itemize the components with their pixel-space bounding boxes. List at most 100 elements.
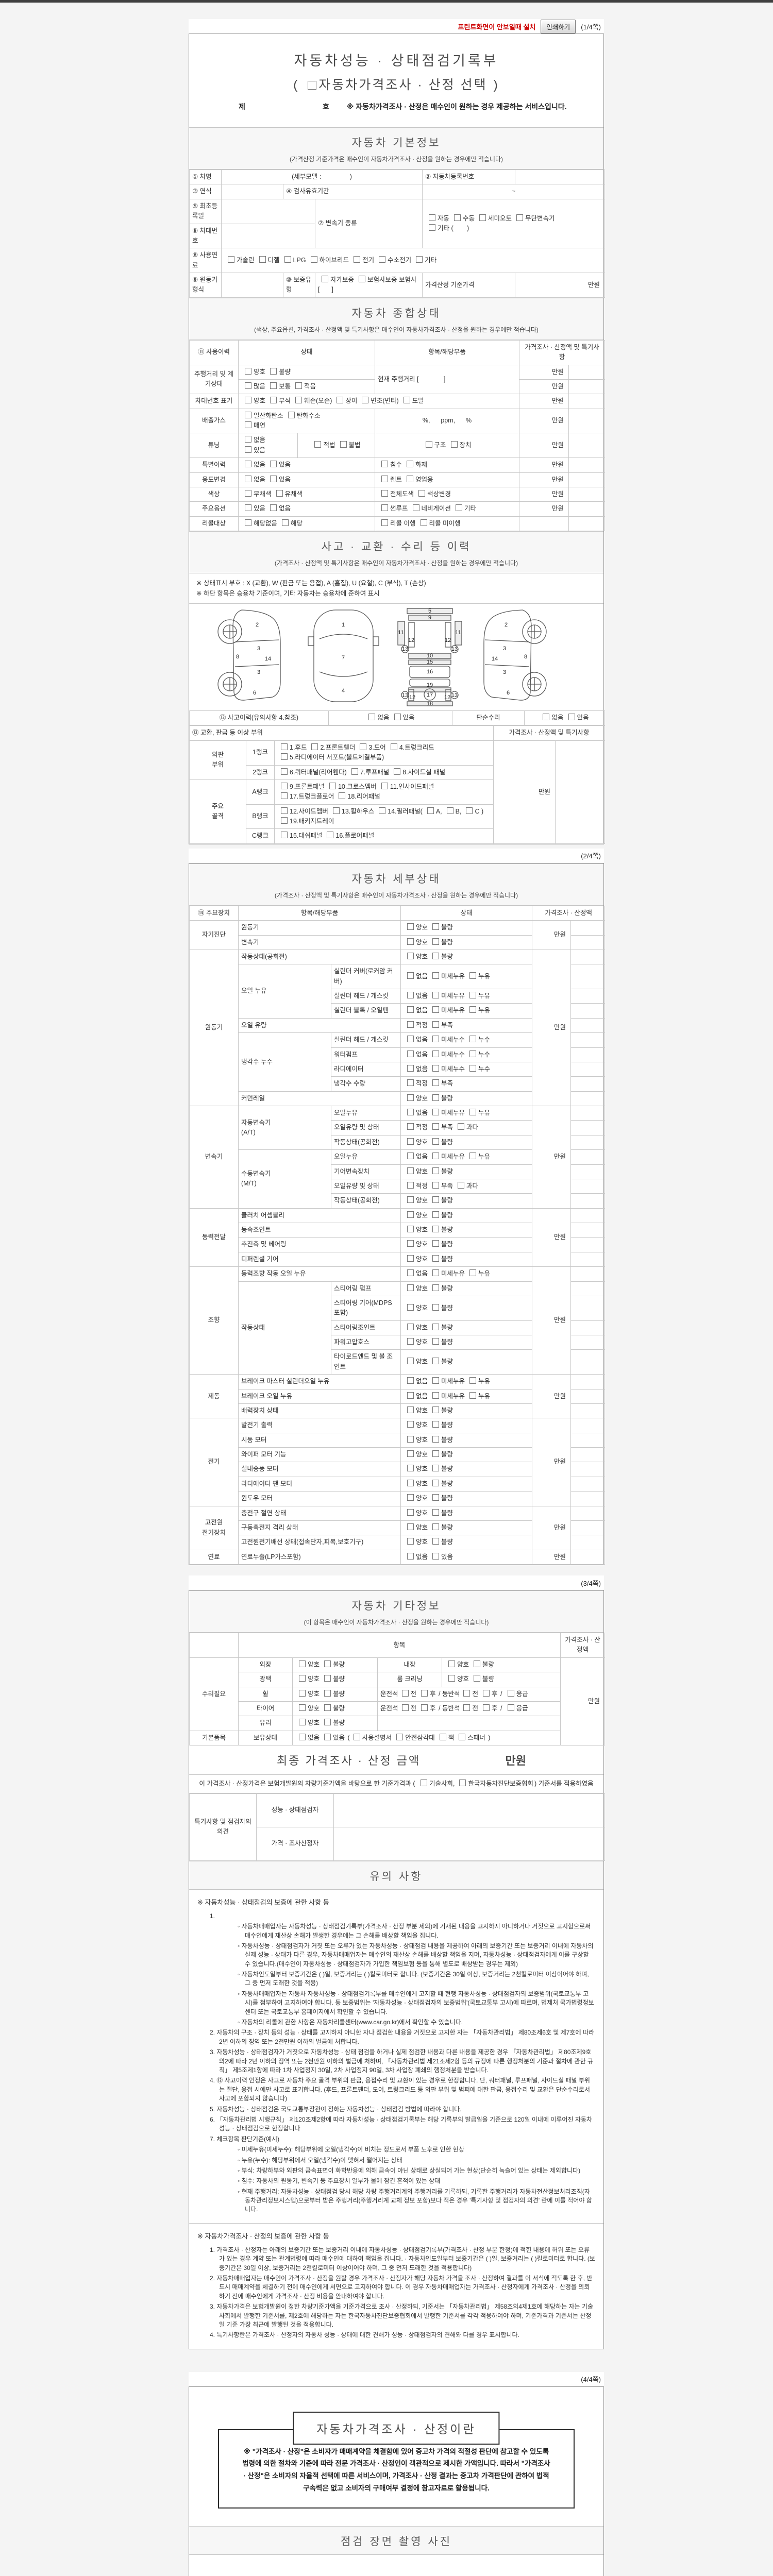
checkbox[interactable]	[469, 1377, 477, 1384]
checkbox[interactable]	[245, 397, 251, 404]
checkbox[interactable]	[407, 992, 414, 998]
checkbox[interactable]	[332, 807, 340, 814]
checkbox[interactable]	[469, 992, 477, 998]
checkbox[interactable]	[407, 1284, 414, 1291]
checkbox[interactable]	[407, 1181, 414, 1189]
checkbox[interactable]	[507, 1689, 514, 1697]
checkbox[interactable]	[432, 1509, 440, 1516]
checkbox[interactable]	[311, 743, 318, 750]
checkbox[interactable]	[284, 256, 291, 263]
checkbox[interactable]	[568, 714, 575, 720]
checkbox[interactable]	[281, 768, 288, 775]
checkbox[interactable]	[259, 256, 266, 263]
checkbox[interactable]	[281, 832, 288, 839]
checkbox[interactable]	[381, 461, 389, 468]
checkbox[interactable]	[432, 1465, 440, 1472]
checkbox[interactable]	[340, 441, 347, 448]
checkbox[interactable]	[407, 1094, 414, 1101]
checkbox[interactable]	[432, 1094, 440, 1101]
checkbox[interactable]	[407, 1123, 414, 1130]
checkbox[interactable]	[245, 446, 251, 453]
checkbox[interactable]	[407, 1479, 414, 1486]
checkbox[interactable]	[446, 807, 453, 814]
checkbox[interactable]	[407, 475, 414, 482]
checkbox[interactable]	[543, 714, 550, 720]
checkbox[interactable]	[281, 817, 288, 824]
checkbox[interactable]	[469, 1109, 477, 1115]
checkbox[interactable]	[432, 972, 440, 979]
checkbox[interactable]	[469, 1036, 477, 1043]
checkbox[interactable]	[432, 1167, 440, 1174]
checkbox[interactable]	[281, 782, 288, 789]
checkbox[interactable]	[432, 1269, 440, 1277]
checkbox[interactable]	[295, 397, 303, 404]
checkbox[interactable]	[407, 1323, 414, 1330]
checkbox[interactable]	[459, 1733, 466, 1740]
checkbox[interactable]	[482, 1704, 490, 1711]
checkbox[interactable]	[407, 1036, 414, 1043]
checkbox[interactable]	[432, 1064, 440, 1072]
checkbox[interactable]	[407, 938, 414, 945]
checkbox[interactable]	[245, 411, 251, 418]
checkbox[interactable]	[339, 792, 346, 800]
checkbox[interactable]	[228, 256, 234, 263]
checkbox[interactable]	[432, 1538, 440, 1545]
checkbox[interactable]	[394, 768, 401, 775]
checkbox[interactable]	[270, 504, 277, 512]
checkbox[interactable]	[432, 1153, 440, 1160]
checkbox[interactable]	[407, 1079, 414, 1087]
checkbox[interactable]	[416, 256, 423, 263]
checkbox[interactable]	[295, 382, 303, 389]
checkbox[interactable]	[394, 714, 401, 720]
checkbox[interactable]	[479, 214, 486, 221]
checkbox[interactable]	[299, 1660, 306, 1667]
checkbox[interactable]	[469, 1064, 477, 1072]
checkbox[interactable]	[407, 1269, 414, 1277]
checkbox[interactable]	[381, 489, 389, 497]
checkbox[interactable]	[469, 1050, 477, 1057]
checkbox[interactable]	[407, 1509, 414, 1516]
checkbox[interactable]	[474, 1675, 481, 1682]
checkbox[interactable]	[507, 1704, 514, 1711]
checkbox[interactable]	[516, 214, 524, 221]
checkbox[interactable]	[432, 1123, 440, 1130]
print-button[interactable]: 인쇄하기	[541, 19, 576, 33]
checkbox[interactable]	[337, 397, 344, 404]
checkbox[interactable]	[407, 923, 414, 930]
checkbox[interactable]	[482, 1689, 490, 1697]
checkbox[interactable]	[432, 1196, 440, 1204]
checkbox[interactable]	[420, 1780, 427, 1786]
checkbox[interactable]	[407, 1406, 414, 1413]
checkbox[interactable]	[407, 1421, 414, 1428]
checkbox[interactable]	[381, 782, 388, 789]
checkbox[interactable]	[432, 1211, 440, 1218]
checkbox[interactable]	[401, 1689, 409, 1697]
checkbox[interactable]	[354, 256, 361, 263]
checkbox[interactable]	[351, 768, 358, 775]
checkbox[interactable]	[454, 214, 461, 221]
checkbox[interactable]	[432, 1358, 440, 1365]
checkbox[interactable]	[245, 461, 251, 468]
checkbox[interactable]	[324, 1733, 331, 1740]
checkbox[interactable]	[432, 952, 440, 959]
checkbox[interactable]	[407, 1021, 414, 1028]
checkbox[interactable]	[362, 397, 369, 404]
checkbox[interactable]	[432, 1450, 440, 1457]
checkbox[interactable]	[421, 1704, 428, 1711]
checkbox[interactable]	[425, 441, 432, 448]
checkbox[interactable]	[450, 441, 458, 448]
checkbox[interactable]	[407, 1240, 414, 1247]
checkbox[interactable]	[329, 782, 336, 789]
checkbox[interactable]	[281, 807, 288, 814]
checkbox[interactable]	[474, 1660, 481, 1667]
checkbox[interactable]	[407, 1167, 414, 1174]
checkbox[interactable]	[432, 1303, 440, 1311]
checkbox[interactable]	[245, 382, 251, 389]
checkbox[interactable]	[432, 1377, 440, 1384]
checkbox[interactable]	[281, 792, 288, 800]
checkbox[interactable]	[421, 1689, 428, 1697]
checkbox[interactable]	[432, 1323, 440, 1330]
checkbox[interactable]	[407, 1523, 414, 1530]
checkbox[interactable]	[418, 489, 426, 497]
checkbox[interactable]	[407, 1006, 414, 1013]
